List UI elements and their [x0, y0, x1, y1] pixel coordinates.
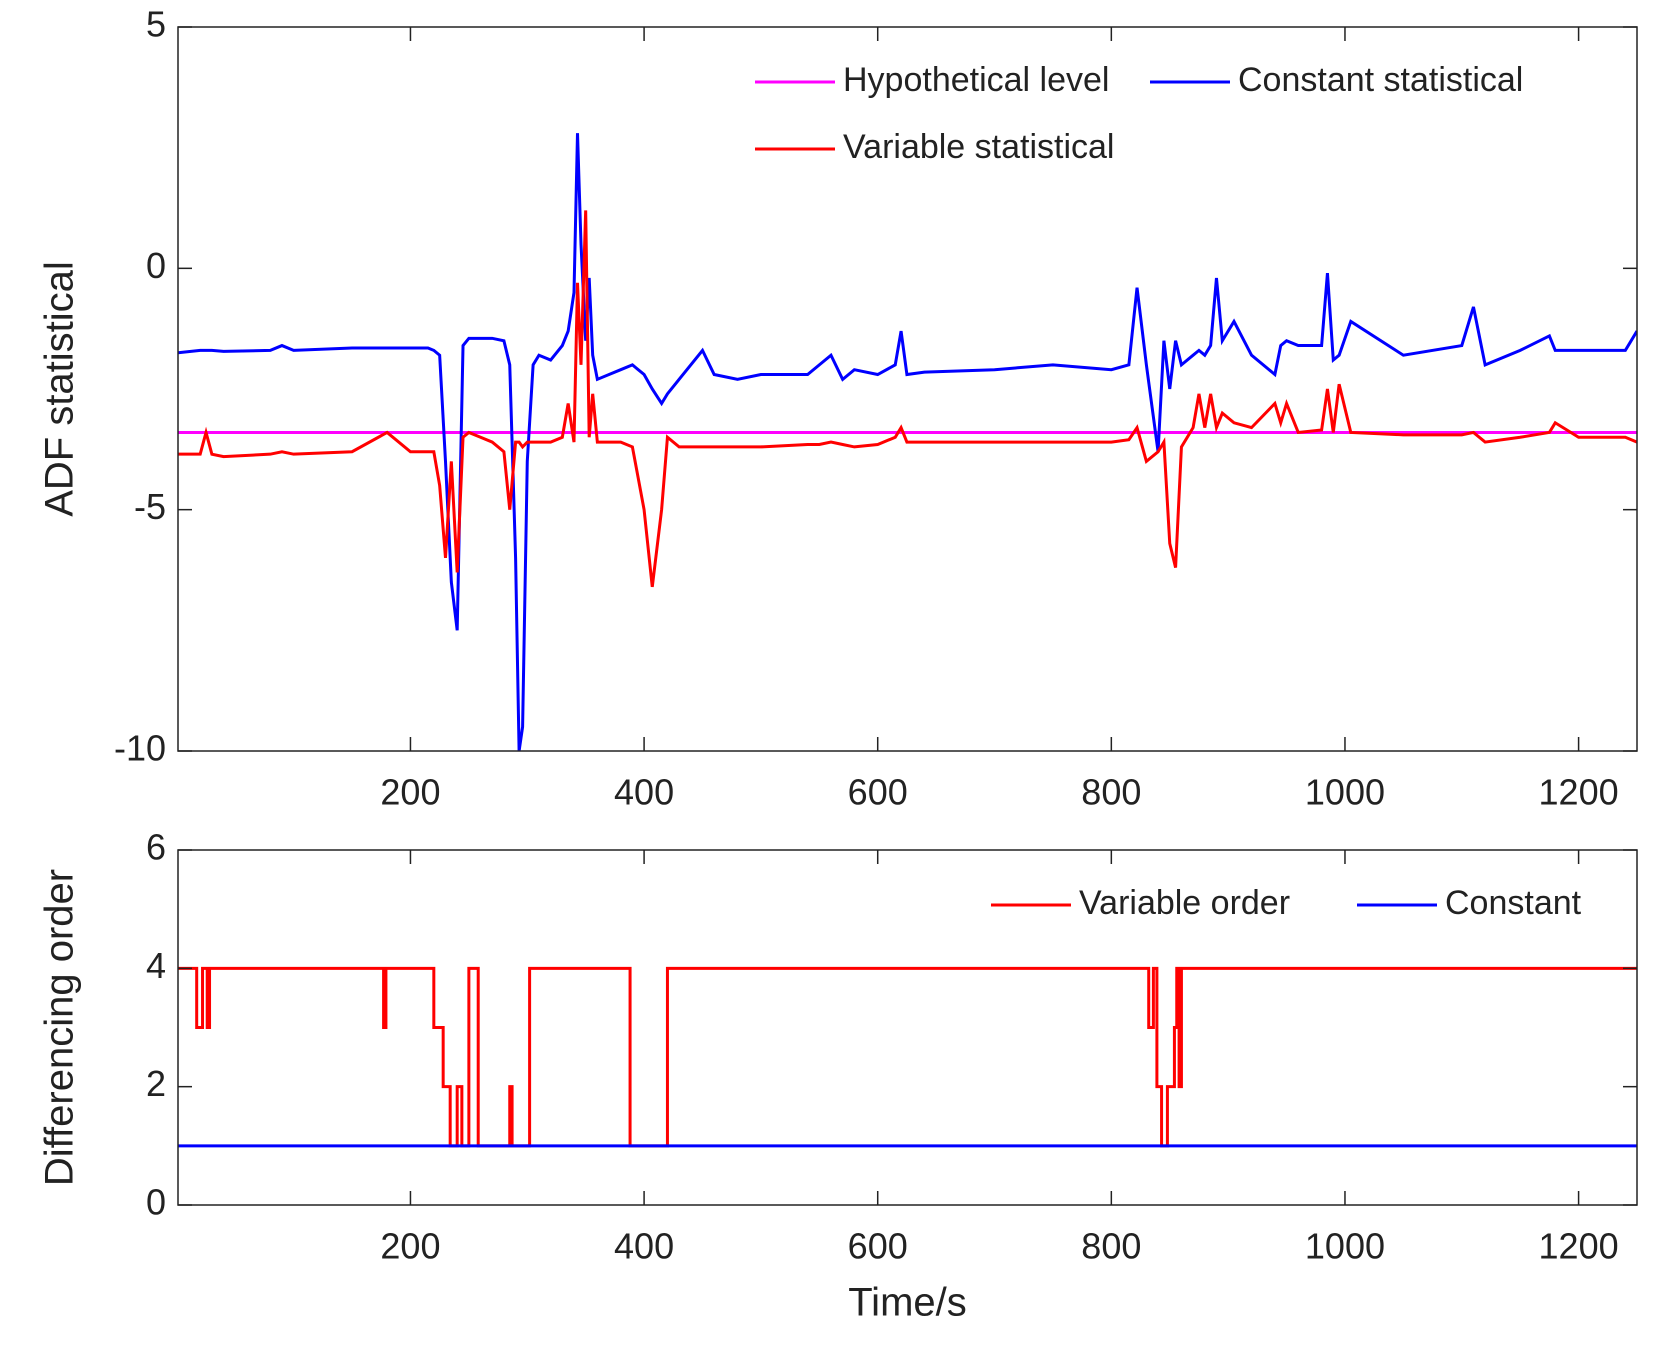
axes-box: [177, 26, 1638, 752]
x-tick-label: 800: [1081, 772, 1141, 813]
x-tick-label: 600: [848, 1226, 908, 1267]
x-tick-label: 400: [614, 1226, 674, 1267]
legend-label: Constant statistical: [1238, 61, 1523, 99]
y-tick-label: 5: [146, 4, 166, 45]
x-axis-label: Time/s: [848, 1281, 967, 1325]
y-tick-label: -10: [114, 728, 166, 769]
legend-label: Variable statistical: [843, 128, 1115, 166]
y-tick-label: -5: [134, 486, 166, 527]
x-tick-label: 200: [380, 772, 440, 813]
data-line: [178, 966, 1637, 1148]
legend-label: Constant: [1445, 884, 1582, 922]
plot-area: [178, 966, 1637, 1148]
y-tick-label: 2: [146, 1063, 166, 1104]
y-tick-label: 6: [146, 827, 166, 868]
x-tick-label: 1000: [1305, 1226, 1385, 1267]
x-tick-label: 1200: [1539, 772, 1619, 813]
legend-label: Variable order: [1079, 884, 1290, 922]
x-tick-label: 1000: [1305, 772, 1385, 813]
y-tick-label: 0: [146, 1182, 166, 1223]
x-tick-label: 400: [614, 772, 674, 813]
plot-area: [178, 133, 1637, 751]
axes-box: [177, 849, 1638, 1206]
y-axis-label: Differencing order: [38, 869, 82, 1186]
x-tick-label: 800: [1081, 1226, 1141, 1267]
x-tick-label: 1200: [1539, 1226, 1619, 1267]
x-tick-label: 200: [380, 1226, 440, 1267]
legend-label: Hypothetical level: [843, 61, 1109, 99]
data-line: [178, 210, 1637, 588]
y-tick-label: 4: [146, 945, 166, 986]
x-tick-label: 600: [848, 772, 908, 813]
y-axis-label: ADF statistical: [38, 261, 82, 517]
y-tick-label: 0: [146, 245, 166, 286]
